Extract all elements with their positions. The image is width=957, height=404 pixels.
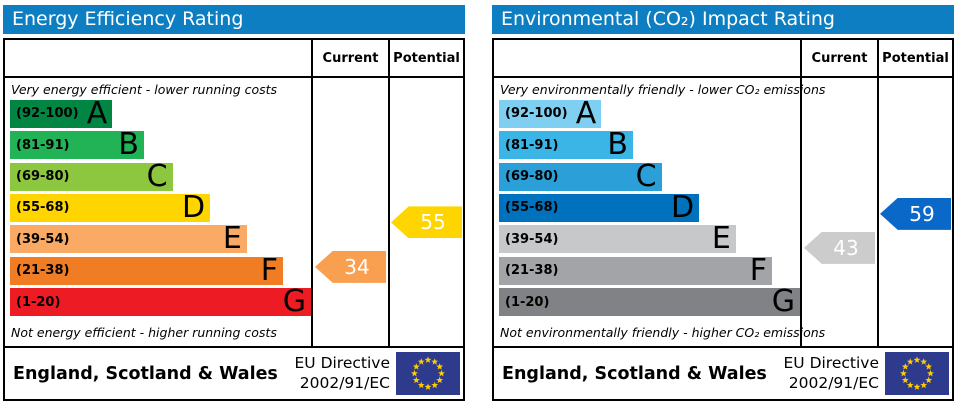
band-row-F: (21-38) F [10,252,311,288]
current-column-header: Current [800,40,877,76]
band-bar-C: (69-80) C [10,158,173,194]
band-range-label: (21-38) [505,263,559,279]
eu-directive-line1: EU Directive [294,354,391,373]
band-bar-B: (81-91) B [499,127,633,163]
band-letter: D [182,189,206,225]
band-bar-C: (69-80) C [499,158,662,194]
potential-column [877,78,952,346]
band-letter: E [222,221,242,257]
band-range-label: (92-100) [505,106,568,122]
band-range-label: (81-91) [16,137,70,153]
band-bar-G: (1-20) G [10,284,311,320]
panel-title: Environmental (CO₂) Impact Rating [492,5,954,34]
eu-flag [396,352,460,395]
eu-directive-line1: EU Directive [783,354,880,373]
rating-bands: (92-100) A (81-91) B (69-80) C (55-68) D (39-54)… [5,95,311,320]
current-column-header: Current [311,40,388,76]
eu-directive-line2: 2002/91/EC [299,373,390,392]
bands-area: Very environmentally friendly - lower CO… [494,78,826,346]
band-row-C: (69-80) C [10,158,311,194]
band-range-label: (21-38) [16,263,70,279]
table-header-row: Current Potential [5,40,463,78]
band-letter: A [86,95,108,131]
current-column [800,78,877,346]
band-row-D: (55-68) D [10,189,311,225]
band-bar-B: (81-91) B [10,127,144,163]
band-row-G: (1-20) G [499,284,800,320]
top-note: Very energy efficient - lower running co… [11,82,278,97]
potential-rating-arrow: 55 [391,206,462,239]
environmental-impact-panel: Environmental (CO₂) Impact Rating Curren… [492,5,954,401]
band-row-A: (92-100) A [499,95,800,131]
bottom-note: Not environmentally friendly - higher CO… [500,325,826,341]
band-range-label: (1-20) [505,294,550,310]
band-bar-D: (55-68) D [10,189,211,225]
eu-directive-line2: 2002/91/EC [788,373,879,392]
band-bar-A: (92-100) A [499,95,602,131]
band-bar-E: (39-54) E [499,221,736,257]
table-footer: England, Scotland & Wales EU Directive 2… [5,346,463,399]
band-row-E: (39-54) E [10,221,311,257]
band-bar-F: (21-38) F [499,252,772,288]
band-bar-D: (55-68) D [499,189,700,225]
band-letter: C [146,158,168,194]
table-body: Very energy efficient - lower running co… [5,78,463,346]
band-letter: A [575,95,597,131]
region-label: England, Scotland & Wales [13,363,278,384]
band-letter: F [749,252,767,288]
band-letter: B [607,127,628,163]
band-row-F: (21-38) F [499,252,800,288]
current-column [311,78,388,346]
band-range-label: (55-68) [16,200,70,216]
eu-flag [885,352,949,395]
band-letter: F [260,252,278,288]
band-letter: B [118,127,139,163]
eu-directive-label: EU Directive 2002/91/EC [295,354,397,393]
table-body: Very environmentally friendly - lower CO… [494,78,952,346]
band-row-B: (81-91) B [499,127,800,163]
band-letter: G [771,284,795,320]
band-row-D: (55-68) D [499,189,800,225]
table-header-row: Current Potential [494,40,952,78]
rating-table: Current Potential Very energy efficient … [3,38,465,401]
rating-table: Current Potential Very environmentally f… [492,38,954,401]
band-range-label: (55-68) [505,200,559,216]
potential-column [388,78,463,346]
table-footer: England, Scotland & Wales EU Directive 2… [494,346,952,399]
bands-area: Very energy efficient - lower running co… [5,78,311,346]
band-letter: C [635,158,657,194]
band-range-label: (39-54) [16,231,70,247]
top-note: Very environmentally friendly - lower CO… [500,82,826,97]
band-row-E: (39-54) E [499,221,800,257]
energy-efficiency-panel: Energy Efficiency Rating Current Potenti… [3,5,465,401]
band-bar-E: (39-54) E [10,221,247,257]
bottom-note: Not energy efficient - higher running co… [11,325,277,341]
header-spacer-cell [494,40,800,76]
band-letter: G [282,284,306,320]
band-row-B: (81-91) B [10,127,311,163]
panel-title: Energy Efficiency Rating [3,5,465,34]
eu-directive-label: EU Directive 2002/91/EC [784,354,886,393]
band-range-label: (39-54) [505,231,559,247]
band-bar-F: (21-38) F [10,252,283,288]
band-range-label: (81-91) [505,137,559,153]
band-letter: E [711,221,731,257]
band-bar-G: (1-20) G [499,284,800,320]
band-range-label: (69-80) [505,169,559,185]
band-range-label: (92-100) [16,106,79,122]
potential-column-header: Potential [877,40,952,76]
band-range-label: (69-80) [16,169,70,185]
current-rating-arrow: 34 [315,250,386,283]
band-row-C: (69-80) C [499,158,800,194]
region-label: England, Scotland & Wales [502,363,767,384]
band-row-G: (1-20) G [10,284,311,320]
potential-column-header: Potential [388,40,463,76]
rating-bands: (92-100) A (81-91) B (69-80) C (55-68) D (39-54)… [494,95,800,320]
band-letter: D [671,189,695,225]
header-spacer-cell [5,40,311,76]
band-bar-A: (92-100) A [10,95,113,131]
band-row-A: (92-100) A [10,95,311,131]
band-range-label: (1-20) [16,294,61,310]
